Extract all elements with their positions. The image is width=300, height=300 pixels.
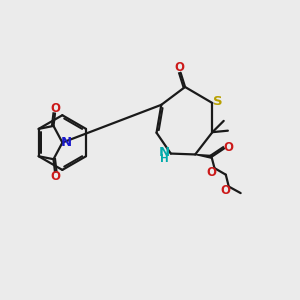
Text: O: O [50,102,60,115]
Text: O: O [206,166,216,179]
Text: O: O [224,140,234,154]
Text: O: O [50,170,60,183]
Polygon shape [195,154,212,158]
Text: H: H [160,154,169,164]
Text: N: N [159,146,170,160]
Text: O: O [174,61,184,74]
Text: N: N [61,136,72,149]
Text: O: O [220,184,230,197]
Text: S: S [213,95,222,108]
